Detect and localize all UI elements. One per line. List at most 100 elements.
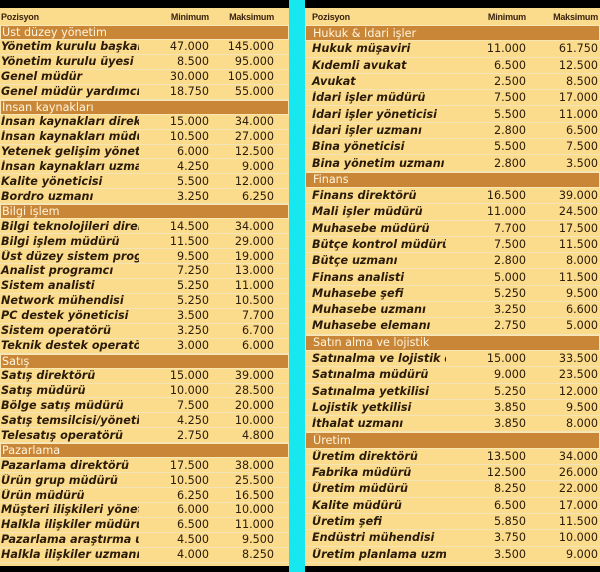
minimum-salary: 11.000	[486, 205, 526, 219]
position-name: Muhasebe elemanı	[312, 319, 431, 333]
maximum-salary: 11.500	[558, 515, 598, 529]
header-maximum: Maksimum	[553, 11, 598, 22]
maximum-salary: 22.000	[558, 482, 598, 496]
position-name: İthalat uzmanı	[312, 417, 404, 431]
header-position: Pozisyon	[312, 11, 350, 22]
minimum-salary: 11.000	[486, 42, 526, 56]
section-title: Satış	[2, 354, 30, 368]
maximum-salary: 16.500	[234, 488, 274, 502]
minimum-salary: 3.250	[493, 303, 526, 317]
table-row: Üretim direktörü 13.500 34.000	[305, 449, 600, 466]
table-row: Muhasebe şefi 5.250 9.500	[305, 286, 600, 303]
minimum-salary: 3.850	[493, 417, 526, 431]
minimum-salary: 2.750	[493, 319, 526, 333]
position-name: Bina yöneticisi	[312, 140, 405, 154]
minimum-salary: 2.800	[493, 254, 526, 268]
minimum-salary: 7.500	[176, 398, 209, 412]
maximum-salary: 27.000	[234, 130, 274, 144]
maximum-salary: 28.500	[234, 383, 274, 397]
maximum-salary: 8.000	[565, 254, 598, 268]
position-name: Satış temsilcisi/yöneticisi	[1, 413, 139, 427]
table-row: Sistem operatörü 3.250 6.700	[0, 324, 289, 339]
table-row: Finans direktörü 16.500 39.000	[305, 188, 600, 205]
table-row: Müşteri ilişkileri yöneticisi 6.000 10.000	[0, 503, 289, 518]
minimum-salary: 18.750	[169, 85, 209, 99]
position-name: Genel müdür yardımcısı	[1, 85, 139, 99]
table-row: İnsan kaynakları uzmanı 4.250 9.000	[0, 159, 289, 175]
maximum-salary: 95.000	[234, 55, 274, 69]
minimum-salary: 6.500	[176, 518, 209, 532]
maximum-salary: 12.000	[234, 174, 274, 188]
maximum-salary: 34.000	[234, 219, 274, 233]
maximum-salary: 6.600	[565, 303, 598, 317]
minimum-salary: 5.250	[176, 294, 209, 308]
minimum-salary: 7.250	[176, 264, 209, 278]
position-name: Halkla ilişkiler müdürü	[1, 518, 139, 532]
position-name: Yönetim kurulu üyesi	[1, 55, 134, 69]
table-row: Yönetim kurulu üyesi 8.500 95.000	[0, 55, 289, 70]
section-header: Üst düzey yönetim	[0, 25, 289, 40]
maximum-salary: 55.000	[234, 85, 274, 99]
minimum-salary: 14.500	[169, 219, 209, 233]
minimum-salary: 3.500	[176, 309, 209, 323]
minimum-salary: 2.750	[176, 428, 209, 442]
table-row: Üretim planlama uzmanı 3.500 9.000	[305, 547, 600, 563]
maximum-salary: 39.000	[558, 189, 598, 203]
minimum-salary: 10.500	[169, 473, 209, 487]
position-name: Bilgi işlem müdürü	[1, 234, 120, 248]
maximum-salary: 8.000	[565, 417, 598, 431]
position-name: Muhasebe müdürü	[312, 221, 430, 235]
table-row: Finans analisti 5.000 11.500	[305, 269, 600, 286]
maximum-salary: 20.000	[234, 398, 274, 412]
position-name: Satış direktörü	[1, 369, 96, 383]
maximum-salary: 11.500	[558, 238, 598, 251]
maximum-salary: 3.500	[565, 156, 598, 170]
position-name: Hukuk müşaviri	[312, 42, 411, 56]
header-position: Pozisyon	[1, 11, 39, 22]
minimum-salary: 4.250	[176, 159, 209, 173]
section-title: Üretim	[313, 434, 351, 448]
minimum-salary: 6.250	[176, 488, 209, 502]
maximum-salary: 7.700	[241, 309, 274, 323]
table-row: Üretim müdürü 8.250 22.000	[305, 481, 600, 498]
maximum-salary: 6.700	[241, 324, 274, 338]
table-row: Bilgi teknolojileri direktörü 14.500 34.00…	[0, 219, 289, 235]
minimum-salary: 5.500	[493, 107, 526, 121]
table-row: Satınalma ve lojistik direktörü 15.000 33.…	[305, 351, 600, 368]
table-row: Satınalma müdürü 9.000 23.500	[305, 367, 600, 384]
table-row: Muhasebe uzmanı 3.250 6.600	[305, 302, 600, 319]
position-name: Kalite müdürü	[312, 498, 402, 512]
salary-table-left: Pozisyon Minimum Maksimum Üst düzey yönetim…	[0, 8, 289, 566]
table-row: Sistem analisti 5.250 11.000	[0, 279, 289, 294]
minimum-salary: 2.800	[493, 123, 526, 137]
section-header: İnsan kaynakları	[0, 99, 289, 115]
table-row: Endüstri mühendisi 3.750 10.000	[305, 530, 600, 547]
minimum-salary: 10.000	[169, 383, 209, 397]
minimum-salary: 5.000	[493, 270, 526, 284]
table-row: Bina yönetim uzmanı 2.800 3.500	[305, 155, 600, 172]
position-name: Halkla ilişkiler uzmanı	[1, 548, 139, 562]
minimum-salary: 13.500	[486, 449, 526, 463]
position-name: Muhasebe şefi	[312, 286, 404, 300]
minimum-salary: 8.250	[493, 482, 526, 496]
maximum-salary: 7.500	[565, 140, 598, 154]
minimum-salary: 4.250	[176, 413, 209, 427]
minimum-salary: 9.000	[493, 368, 526, 382]
minimum-salary: 6.000	[176, 144, 209, 158]
position-name: Bütçe uzmanı	[312, 254, 398, 268]
maximum-salary: 9.000	[241, 159, 274, 173]
section-title: Hukuk & İdari işler	[313, 26, 417, 40]
maximum-salary: 12.500	[234, 144, 274, 158]
position-name: Telesatış operatörü	[1, 428, 124, 442]
minimum-salary: 11.500	[169, 234, 209, 248]
minimum-salary: 5.500	[176, 174, 209, 188]
position-name: Bordro uzmanı	[1, 189, 94, 203]
table-row: İdari işler müdürü 7.500 17.000	[305, 90, 600, 107]
position-name: Satınalma müdürü	[312, 368, 429, 382]
maximum-salary: 6.500	[565, 123, 598, 137]
maximum-salary: 24.500	[558, 205, 598, 219]
position-name: Bina yönetim uzmanı	[312, 156, 445, 170]
minimum-salary: 4.500	[176, 533, 209, 547]
table-header: Pozisyon Minimum Maksimum	[0, 8, 289, 25]
position-name: PC destek yöneticisi	[1, 309, 129, 323]
